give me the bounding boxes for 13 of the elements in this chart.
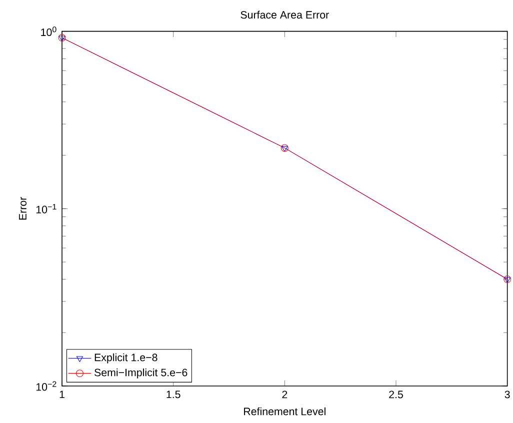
y-tick-label: 10$^{−2}$: [36, 381, 56, 391]
legend-label: Explicit 1.e−8: [94, 353, 158, 364]
y-tick-label: 10$^{0}$: [41, 26, 56, 36]
x-axis-title: Refinement Level: [244, 407, 326, 416]
x-tick-label: 1: [60, 390, 64, 398]
x-tick-label: 1.5: [166, 390, 180, 398]
x-tick-label: 2.5: [389, 390, 403, 398]
chart-title: Surface Area Error: [240, 10, 329, 19]
x-tick-label: 3: [504, 390, 510, 398]
legend-label: Semi−Implicit 5.e−6: [94, 368, 188, 378]
y-axis-title: Error: [19, 197, 26, 220]
x-tick-label: 2: [282, 390, 288, 398]
y-tick-label: 10$^{−1}$: [36, 204, 56, 214]
